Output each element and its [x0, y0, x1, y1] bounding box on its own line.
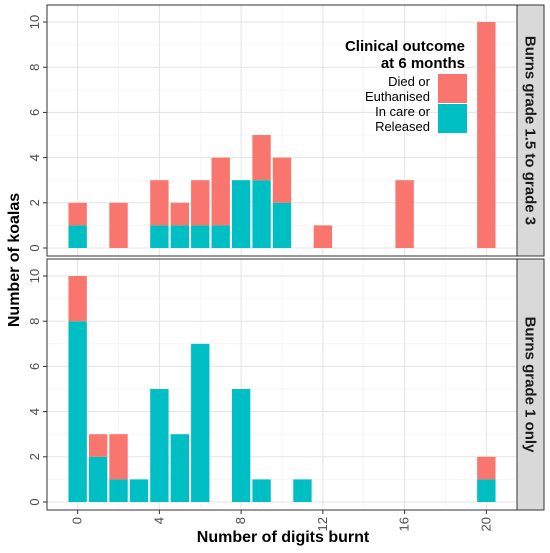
- bar-died-or-euthanised: [150, 180, 169, 226]
- bar-in-care-or-released: [231, 389, 251, 502]
- bar-died-or-euthanised: [109, 434, 128, 480]
- bar-in-care-or-released: [129, 479, 149, 502]
- bar-in-care-or-released: [191, 225, 210, 248]
- facet-strip: [516, 4, 545, 257]
- legend-title-line2: at 6 months: [381, 55, 465, 72]
- y-tick-label: 4: [27, 408, 42, 415]
- y-tick-label: 6: [27, 109, 42, 116]
- facet-strip-label: Burns grade 1.5 to grade 3: [522, 36, 539, 225]
- bar-died-or-euthanised: [395, 180, 414, 248]
- x-tick-label: 20: [478, 517, 493, 531]
- y-tick-label: 6: [27, 363, 42, 370]
- bar-in-care-or-released: [231, 180, 251, 248]
- bar-died-or-euthanised: [211, 157, 230, 226]
- bar-died-or-euthanised: [477, 456, 496, 480]
- bar-in-care-or-released: [211, 225, 230, 248]
- bar-died-or-euthanised: [68, 202, 87, 226]
- facet-panel: 0 2 4 6 8 10 Burns grade 1 only: [27, 258, 545, 511]
- bar-died-or-euthanised: [272, 157, 292, 203]
- legend-entry-care-line2: Released: [375, 119, 430, 134]
- y-tick-label: 8: [27, 318, 42, 325]
- legend-key-care: [438, 104, 467, 133]
- y-tick-label: 0: [27, 244, 42, 251]
- bar-in-care-or-released: [170, 434, 190, 502]
- x-tick-label: 16: [397, 517, 412, 531]
- legend-entry-care-line1: In care or: [375, 104, 431, 119]
- legend-title-line1: Clinical outcome: [345, 38, 465, 55]
- bar-died-or-euthanised: [477, 22, 496, 248]
- bar-in-care-or-released: [252, 180, 271, 248]
- bar-died-or-euthanised: [68, 276, 87, 322]
- bar-in-care-or-released: [68, 321, 87, 502]
- y-tick-label: 4: [27, 154, 42, 161]
- x-tick-label: 12: [315, 517, 330, 531]
- facet-strip-label: Burns grade 1 only: [522, 317, 539, 454]
- bar-in-care-or-released: [191, 343, 210, 502]
- facet-strip: [516, 258, 545, 511]
- bar-in-care-or-released: [109, 479, 128, 502]
- bar-died-or-euthanised: [252, 135, 271, 181]
- bar-died-or-euthanised: [109, 202, 128, 248]
- y-tick-label: 0: [27, 498, 42, 505]
- bar-in-care-or-released: [272, 202, 292, 248]
- x-axis-title: Number of digits burnt: [197, 529, 370, 546]
- legend-entry-died-line1: Died or: [388, 74, 431, 89]
- bar-died-or-euthanised: [313, 225, 333, 248]
- bar-in-care-or-released: [150, 225, 169, 248]
- y-tick-label: 2: [27, 199, 42, 206]
- bar-died-or-euthanised: [88, 434, 108, 457]
- legend-key-died: [438, 74, 467, 103]
- bar-in-care-or-released: [252, 479, 271, 502]
- y-tick-label: 2: [27, 453, 42, 460]
- bar-in-care-or-released: [68, 225, 87, 248]
- bar-in-care-or-released: [477, 479, 496, 502]
- chart-legend: Clinical outcome at 6 months Died or Eut…: [345, 38, 467, 134]
- y-tick-label: 10: [27, 269, 42, 283]
- x-tick-label: 4: [151, 517, 166, 524]
- x-tick-label: 0: [70, 517, 85, 524]
- bar-in-care-or-released: [293, 479, 312, 502]
- y-axis-title: Number of koalas: [6, 193, 23, 327]
- bar-in-care-or-released: [170, 225, 190, 248]
- y-tick-label: 10: [27, 15, 42, 29]
- bar-in-care-or-released: [150, 389, 169, 502]
- x-tick-label: 8: [233, 517, 248, 524]
- bar-died-or-euthanised: [191, 180, 210, 226]
- y-tick-label: 8: [27, 64, 42, 71]
- bar-in-care-or-released: [88, 456, 108, 502]
- legend-entry-died-line2: Euthanised: [365, 89, 430, 104]
- bar-died-or-euthanised: [170, 202, 190, 226]
